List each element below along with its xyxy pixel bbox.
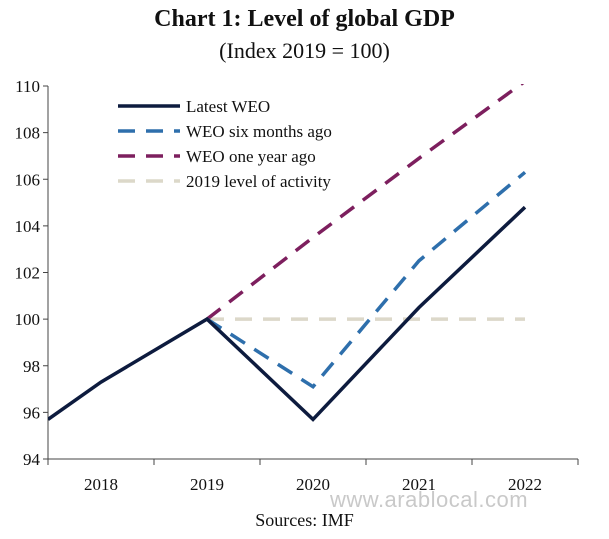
legend-label: WEO six months ago bbox=[186, 122, 332, 141]
y-tick-label: 108 bbox=[15, 124, 41, 143]
x-tick-label: 2019 bbox=[190, 475, 224, 494]
y-tick-label: 96 bbox=[23, 403, 40, 422]
y-tick-label: 110 bbox=[15, 77, 40, 96]
legend-label: 2019 level of activity bbox=[186, 172, 331, 191]
y-tick-label: 106 bbox=[15, 170, 41, 189]
legend-label: Latest WEO bbox=[186, 97, 270, 116]
y-tick-label: 104 bbox=[15, 217, 41, 236]
chart-subtitle: (Index 2019 = 100) bbox=[219, 38, 390, 63]
series-line-weo-six-months-ago bbox=[206, 170, 527, 389]
y-tick-label: 102 bbox=[15, 264, 41, 283]
legend-label: WEO one year ago bbox=[186, 147, 316, 166]
series-line-weo-one-year-ago bbox=[205, 84, 525, 321]
x-tick-label: 2018 bbox=[84, 475, 118, 494]
watermark: www.arablocal.com bbox=[330, 487, 529, 512]
series-line-latest-weo bbox=[48, 205, 527, 422]
chart-source: Sources: IMF bbox=[255, 510, 354, 530]
y-tick-label: 98 bbox=[23, 357, 40, 376]
x-tick-label: 2021 bbox=[402, 475, 436, 494]
y-tick-label: 100 bbox=[15, 310, 41, 329]
y-tick-label: 94 bbox=[23, 450, 41, 469]
x-tick-label: 2020 bbox=[296, 475, 330, 494]
x-tick-label: 2022 bbox=[508, 475, 542, 494]
chart-title: Chart 1: Level of global GDP bbox=[154, 6, 455, 32]
